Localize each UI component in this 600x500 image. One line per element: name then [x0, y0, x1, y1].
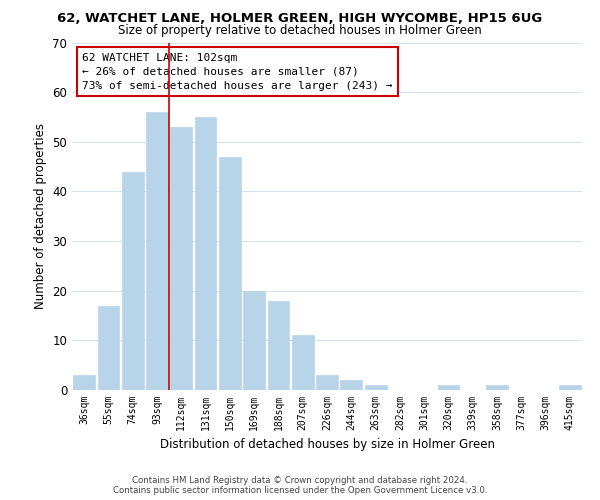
- X-axis label: Distribution of detached houses by size in Holmer Green: Distribution of detached houses by size …: [160, 438, 494, 452]
- Bar: [437, 385, 460, 390]
- Bar: [122, 172, 143, 390]
- Bar: [340, 380, 362, 390]
- Text: Size of property relative to detached houses in Holmer Green: Size of property relative to detached ho…: [118, 24, 482, 37]
- Text: 62 WATCHET LANE: 102sqm
← 26% of detached houses are smaller (87)
73% of semi-de: 62 WATCHET LANE: 102sqm ← 26% of detache…: [82, 53, 392, 91]
- Bar: [559, 385, 581, 390]
- Text: 62, WATCHET LANE, HOLMER GREEN, HIGH WYCOMBE, HP15 6UG: 62, WATCHET LANE, HOLMER GREEN, HIGH WYC…: [58, 12, 542, 26]
- Bar: [97, 306, 119, 390]
- Bar: [365, 385, 386, 390]
- Bar: [486, 385, 508, 390]
- Bar: [73, 375, 95, 390]
- Bar: [243, 290, 265, 390]
- Bar: [268, 300, 289, 390]
- Bar: [194, 117, 217, 390]
- Bar: [146, 112, 168, 390]
- Bar: [219, 156, 241, 390]
- Bar: [292, 336, 314, 390]
- Bar: [316, 375, 338, 390]
- Y-axis label: Number of detached properties: Number of detached properties: [34, 123, 47, 309]
- Bar: [170, 127, 192, 390]
- Text: Contains HM Land Registry data © Crown copyright and database right 2024.
Contai: Contains HM Land Registry data © Crown c…: [113, 476, 487, 495]
